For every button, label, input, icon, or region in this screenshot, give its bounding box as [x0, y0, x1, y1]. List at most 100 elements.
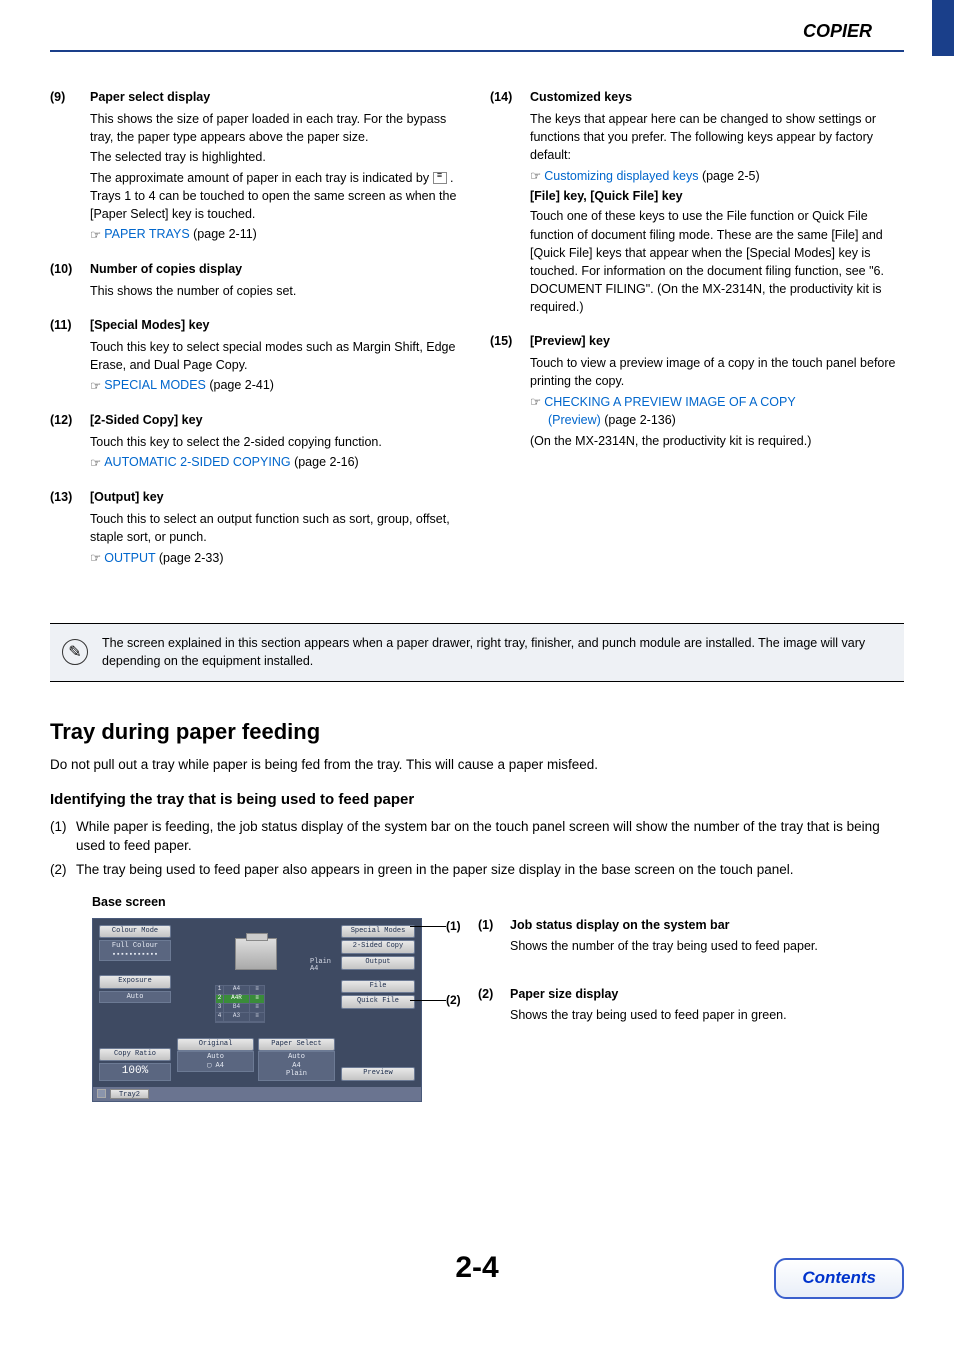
callout-number: (2) [478, 985, 510, 1024]
copy-ratio-value: 100% [99, 1063, 171, 1080]
item-number: (10) [50, 260, 90, 302]
item-number: (11) [50, 316, 90, 397]
item-14: (14) Customized keys The keys that appea… [490, 88, 904, 318]
note-text: The screen explained in this section app… [102, 634, 892, 670]
item-title: [Preview] key [530, 332, 904, 350]
item-text: (On the MX-2314N, the productivity kit i… [530, 432, 904, 450]
item-text: Touch one of these keys to use the File … [530, 207, 904, 316]
item-number: (9) [50, 88, 90, 246]
quick-file-button[interactable]: Quick File [341, 995, 415, 1009]
pointer-icon: ☞ [90, 549, 101, 567]
status-tray-tab[interactable]: Tray2 [110, 1089, 149, 1099]
page-content: (9) Paper select display This shows the … [0, 52, 954, 1101]
callout-title: Paper size display [510, 985, 787, 1003]
colour-mode-value: Full Colour▪▪▪▪▪▪▪▪▪▪▪ [99, 940, 171, 961]
callout-body: Shows the number of the tray being used … [510, 937, 818, 955]
item-title: [Special Modes] key [90, 316, 464, 334]
copy-ratio-button[interactable]: Copy Ratio [99, 1048, 171, 1062]
item-ref: ☞OUTPUT (page 2-33) [90, 549, 464, 568]
pointer-icon: ☞ [90, 377, 101, 395]
item-text: Touch this key to select special modes s… [90, 338, 464, 374]
pointer-icon: ☞ [530, 393, 541, 411]
exposure-button[interactable]: Exposure [99, 975, 171, 989]
page-header: COPIER [0, 0, 954, 52]
base-screen-mock: Colour Mode Full Colour▪▪▪▪▪▪▪▪▪▪▪ Expos… [92, 918, 422, 1102]
item-number: (13) [50, 488, 90, 569]
base-screen-section: Base screen Colour Mode Full Colour▪▪▪▪▪… [50, 893, 904, 1101]
numbered-list: (1)While paper is feeding, the job statu… [50, 817, 904, 880]
item-9: (9) Paper select display This shows the … [50, 88, 464, 246]
list-text: The tray being used to feed paper also a… [76, 860, 793, 880]
link-customizing-keys[interactable]: Customizing displayed keys [544, 169, 698, 183]
item-number: (12) [50, 411, 90, 474]
callout-body: Shows the tray being used to feed paper … [510, 1006, 787, 1024]
link-auto-2sided[interactable]: AUTOMATIC 2-SIDED COPYING [104, 455, 290, 469]
callout-title: Job status display on the system bar [510, 916, 818, 934]
link-special-modes[interactable]: SPECIAL MODES [104, 378, 206, 392]
item-ref: ☞CHECKING A PREVIEW IMAGE OF A COPY(Prev… [530, 393, 904, 430]
colour-mode-button[interactable]: Colour Mode [99, 925, 171, 939]
preview-button[interactable]: Preview [341, 1067, 415, 1081]
output-button[interactable]: Output [341, 956, 415, 970]
link-paper-trays[interactable]: PAPER TRAYS [104, 227, 189, 241]
callout-line-1 [410, 926, 446, 927]
item-11: (11) [Special Modes] key Touch this key … [50, 316, 464, 397]
list-number: (2) [50, 860, 76, 880]
item-ref: ☞PAPER TRAYS (page 2-11) [90, 225, 464, 244]
left-column: (9) Paper select display This shows the … [50, 88, 464, 583]
item-title: [2-Sided Copy] key [90, 411, 464, 429]
item-ref: ☞SPECIAL MODES (page 2-41) [90, 376, 464, 395]
item-text: The approximate amount of paper in each … [90, 169, 464, 223]
subsection-title: Identifying the tray that is being used … [50, 789, 904, 811]
item-text: Touch this to select an output function … [90, 510, 464, 546]
tray-table[interactable]: 1A4≡ 2A4R≡ 3B4≡ 4A3≡ [215, 985, 265, 1023]
item-15: (15) [Preview] key Touch to view a previ… [490, 332, 904, 451]
header-tab [932, 0, 954, 56]
item-text: This shows the size of paper loaded in e… [90, 110, 464, 146]
tray-level-icon: ≡ [433, 172, 447, 184]
pointer-icon: ☞ [90, 226, 101, 244]
callout-num-2: (2) [446, 992, 461, 1009]
note-box: ✎ The screen explained in this section a… [50, 623, 904, 681]
callout-num-1: (1) [446, 918, 461, 935]
contents-button[interactable]: Contents [774, 1258, 904, 1299]
paper-type-label: PlainA4 [310, 959, 331, 974]
header-rule [50, 50, 904, 52]
item-title: Paper select display [90, 88, 464, 106]
screen-left-panel: Colour Mode Full Colour▪▪▪▪▪▪▪▪▪▪▪ Expos… [99, 925, 171, 1081]
item-12: (12) [2-Sided Copy] key Touch this key t… [50, 411, 464, 474]
section-title: Tray during paper feeding [50, 716, 904, 748]
right-column: (14) Customized keys The keys that appea… [490, 88, 904, 583]
item-text: The selected tray is highlighted. [90, 148, 464, 166]
item-10: (10) Number of copies display This shows… [50, 260, 464, 302]
pointer-icon: ☞ [90, 454, 101, 472]
pencil-icon: ✎ [62, 639, 88, 665]
contents-label: Contents [802, 1268, 876, 1287]
list-number: (1) [50, 817, 76, 856]
paper-select-value: AutoA4Plain [258, 1051, 335, 1080]
special-modes-button[interactable]: Special Modes [341, 925, 415, 939]
original-button[interactable]: Original [177, 1038, 254, 1052]
callout-number: (1) [478, 916, 510, 955]
link-output[interactable]: OUTPUT [104, 551, 155, 565]
header-title: COPIER [50, 18, 904, 50]
screen-right-panel: Special Modes 2-Sided Copy Output File Q… [341, 925, 415, 1081]
callout-line-2 [410, 1000, 446, 1001]
item-text: This shows the number of copies set. [90, 282, 464, 300]
two-sided-button[interactable]: 2-Sided Copy [341, 940, 415, 954]
item-ref: ☞Customizing displayed keys (page 2-5) [530, 167, 904, 186]
item-text: Touch this key to select the 2-sided cop… [90, 433, 464, 451]
two-column-layout: (9) Paper select display This shows the … [50, 88, 904, 583]
printer-icon [235, 938, 277, 970]
item-13: (13) [Output] key Touch this to select a… [50, 488, 464, 569]
section-desc: Do not pull out a tray while paper is be… [50, 755, 904, 775]
pointer-icon: ☞ [530, 167, 541, 185]
file-button[interactable]: File [341, 980, 415, 994]
paper-select-button[interactable]: Paper Select [258, 1038, 335, 1052]
item-text: The keys that appear here can be changed… [530, 110, 904, 164]
screen-mid-panel: PlainA4 1A4≡ 2A4R≡ 3B4≡ 4A3≡ Original Au… [177, 925, 335, 1081]
list-text: While paper is feeding, the job status d… [76, 817, 904, 856]
status-icon [97, 1089, 106, 1098]
item-number: (14) [490, 88, 530, 318]
item-number: (15) [490, 332, 530, 451]
